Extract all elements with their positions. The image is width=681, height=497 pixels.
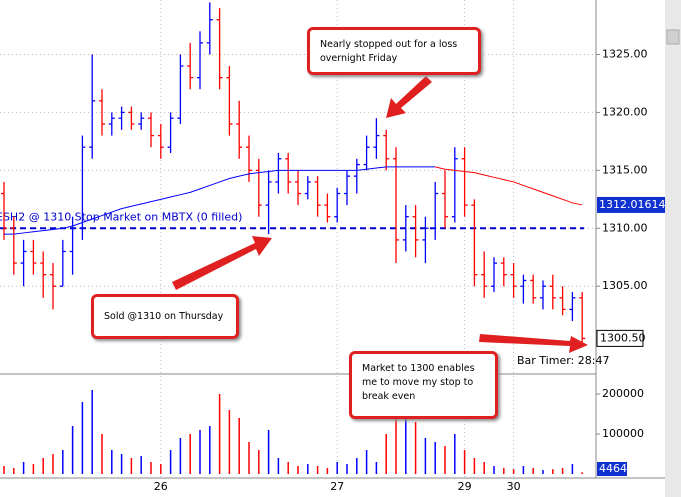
y-tick-label: 1305.00 (602, 279, 648, 292)
x-tick-label: 30 (507, 480, 521, 493)
moving-average (435, 166, 583, 206)
y-tick-label: 200000 (602, 387, 644, 400)
x-tick-label: 29 (458, 480, 472, 493)
ma-value-label: 1312.01614 (599, 198, 665, 211)
scrollbar[interactable] (665, 0, 681, 497)
annotation: Sold @1310 on Thursday (91, 294, 239, 339)
volume-value-label: 4464 (599, 462, 627, 475)
arrow (172, 236, 272, 290)
last-price-label: 1300.50 (600, 331, 646, 344)
scroll-thumb[interactable] (666, 29, 680, 45)
order-label: ESH2 @ 1310 Stop Market on MBTX (0 fille… (0, 210, 242, 223)
bar-timer: Bar Timer: 28:47 (517, 354, 609, 367)
last-price-box (596, 329, 644, 347)
y-tick-label: 1315.00 (602, 163, 648, 176)
arrow (479, 334, 588, 353)
y-tick-label: 1310.00 (602, 221, 648, 234)
y-tick-label: 1330.00 (602, 0, 648, 3)
annotation: Market to 1300 enables me to move my sto… (349, 351, 498, 419)
x-tick-label: 27 (330, 480, 344, 493)
y-tick-label: 100000 (602, 427, 644, 440)
arrow (386, 76, 432, 118)
ma-value-box (597, 196, 665, 213)
moving-average (4, 166, 436, 235)
volume-value-box (597, 462, 627, 476)
y-tick-label: 1320.00 (602, 105, 648, 118)
x-tick-label: 26 (154, 480, 168, 493)
y-tick-label: 1325.00 (602, 47, 648, 60)
annotation: Nearly stopped out for a loss overnight … (307, 27, 481, 75)
